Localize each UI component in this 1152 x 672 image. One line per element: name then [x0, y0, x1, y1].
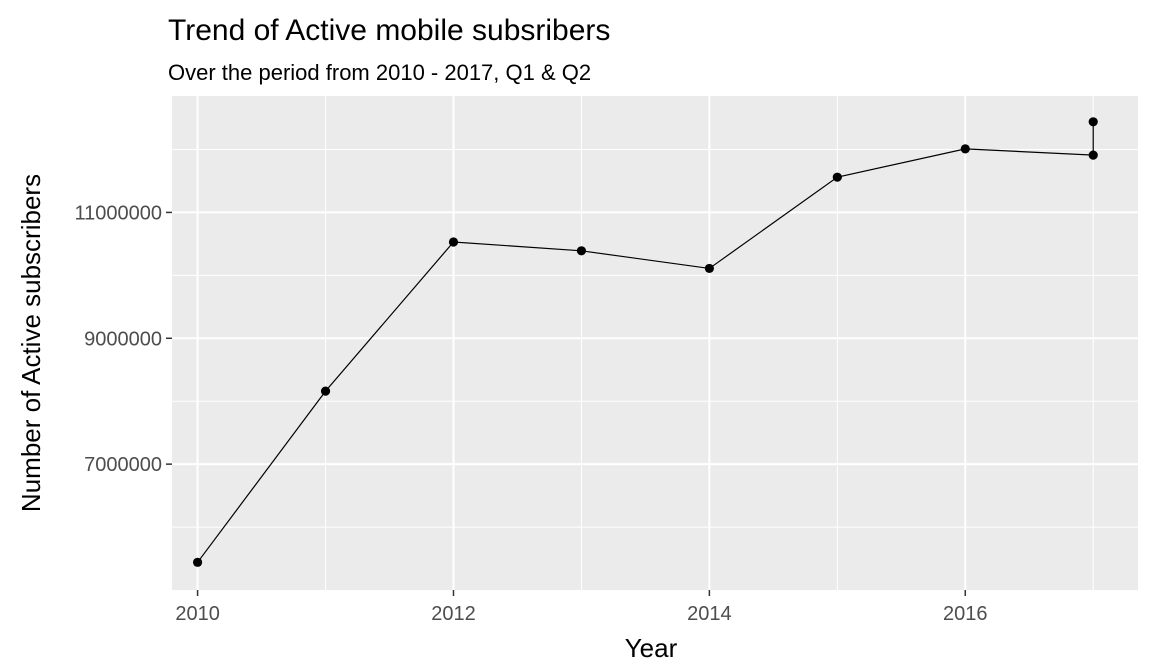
x-axis-title: Year [625, 633, 678, 663]
data-point [704, 263, 714, 274]
x-tick-label: 2012 [431, 603, 476, 625]
y-axis: 7000000 9000000 11000000 [75, 202, 172, 476]
data-point [832, 172, 842, 182]
chart-title: Trend of Active mobile subsribers [168, 14, 610, 47]
data-point [960, 144, 970, 154]
x-tick-label: 2016 [943, 603, 988, 625]
y-tick-label: 7000000 [84, 454, 162, 476]
data-point [192, 557, 203, 567]
data-point [576, 246, 587, 256]
data-point [1088, 150, 1098, 160]
y-tick-label: 11000000 [75, 202, 163, 224]
data-point [320, 386, 331, 396]
y-axis-title: Number of Active subscribers [16, 174, 46, 512]
x-axis: 2010 2012 2014 2016 [175, 590, 988, 625]
series-layer [192, 117, 1098, 567]
x-tick-label: 2014 [687, 603, 732, 625]
chart-subtitle: Over the period from 2010 - 2017, Q1 & Q… [168, 60, 591, 85]
grid-major [172, 96, 1138, 590]
x-tick-label: 2010 [175, 603, 220, 625]
data-point [448, 237, 459, 247]
data-point [1088, 117, 1098, 127]
y-tick-label: 9000000 [84, 328, 162, 350]
plot-panel [172, 96, 1138, 590]
